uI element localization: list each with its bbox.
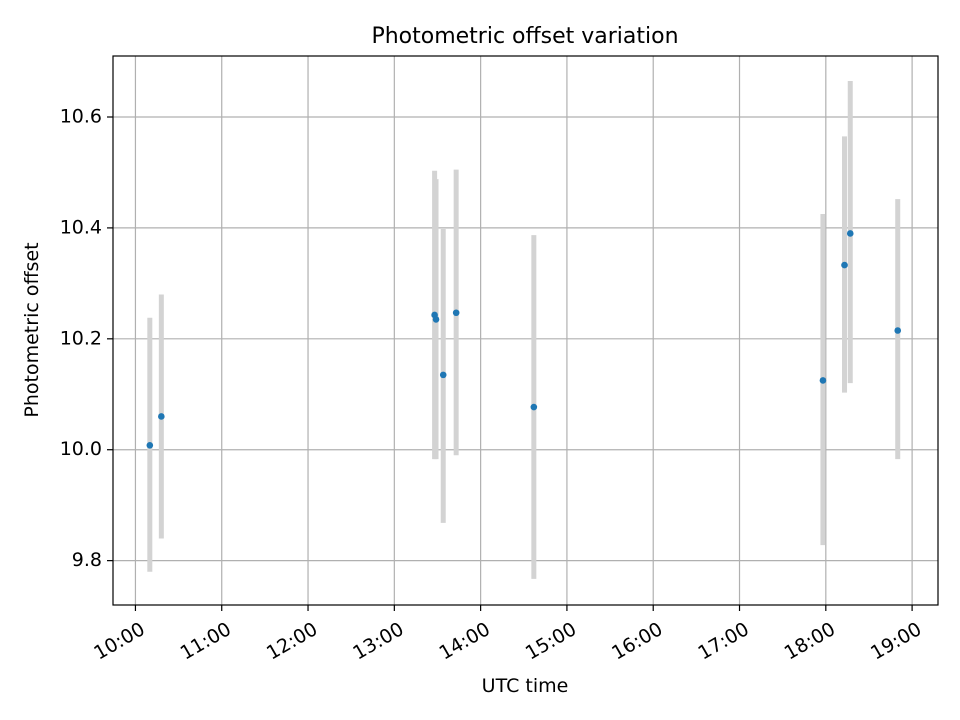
y-tick-label: 9.8 bbox=[72, 549, 102, 571]
data-point bbox=[530, 403, 538, 411]
data-point bbox=[432, 316, 440, 323]
data-point bbox=[146, 441, 154, 449]
x-gridlines bbox=[134, 56, 913, 605]
chart-title: Photometric offset variation bbox=[371, 24, 678, 49]
x-axis-label: UTC time bbox=[482, 675, 569, 697]
data-point bbox=[158, 413, 165, 420]
data-point bbox=[439, 371, 447, 379]
y-tick-label: 10.6 bbox=[60, 106, 102, 128]
data-point bbox=[846, 230, 854, 237]
y-gridlines bbox=[113, 116, 938, 562]
data-point bbox=[894, 327, 902, 334]
data-points bbox=[146, 230, 902, 449]
y-tick-label: 10.4 bbox=[60, 216, 102, 238]
plot-frame bbox=[112, 55, 939, 606]
y-tick-label: 10.0 bbox=[60, 438, 102, 460]
data-point bbox=[841, 261, 848, 269]
y-tick-label: 10.2 bbox=[60, 327, 102, 349]
y-axis-label: Photometric offset bbox=[21, 242, 43, 417]
data-point bbox=[819, 377, 827, 384]
y-axis-ticks: 9.8 10.0 10.2 10.4 10.6 bbox=[60, 106, 113, 571]
data-point bbox=[452, 309, 460, 317]
